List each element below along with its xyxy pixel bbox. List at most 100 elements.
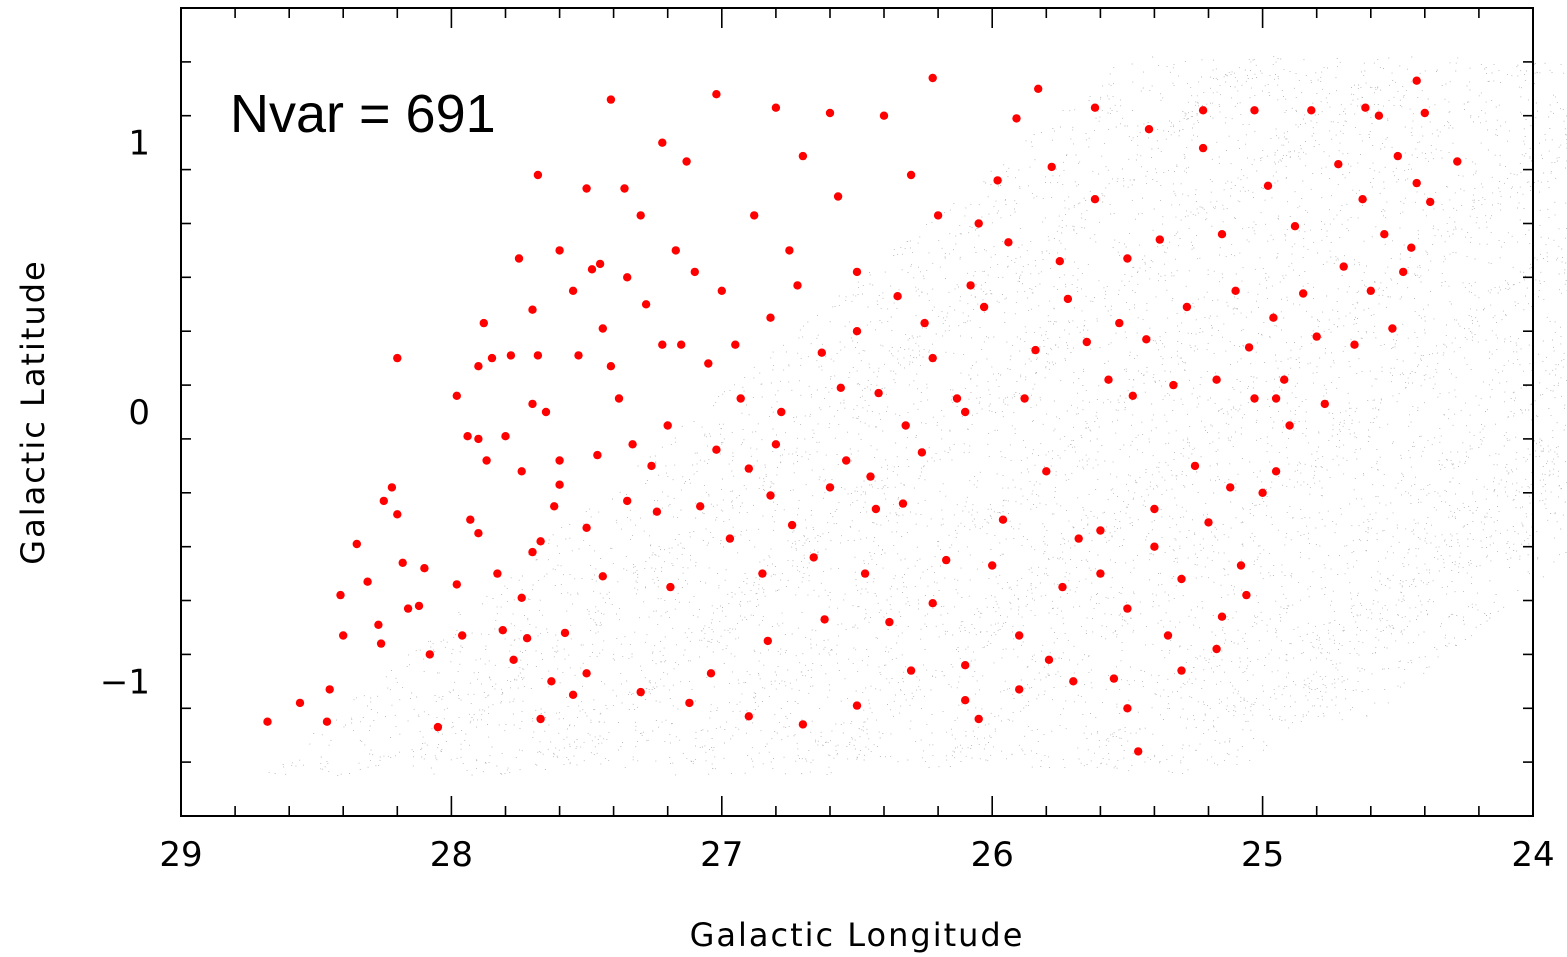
variable-point	[885, 617, 894, 627]
variable-point	[879, 111, 889, 120]
variable-point	[961, 661, 970, 670]
variable-point	[820, 615, 829, 624]
variable-point	[509, 655, 518, 664]
variable-point	[541, 407, 551, 417]
variable-point	[466, 515, 475, 524]
variable-point	[961, 407, 970, 417]
variable-point	[493, 569, 502, 578]
variable-point	[1055, 257, 1065, 266]
variable-point	[587, 265, 597, 274]
variable-point	[666, 582, 675, 592]
variable-point	[517, 593, 526, 602]
variable-point	[974, 219, 983, 228]
variable-point	[1082, 337, 1092, 347]
variable-point	[1339, 262, 1348, 271]
plot-frame	[180, 7, 1534, 817]
variable-point	[793, 281, 802, 290]
variable-point	[379, 496, 388, 506]
variable-point	[766, 491, 775, 500]
variable-point	[1426, 197, 1435, 207]
variable-point	[263, 717, 272, 726]
variable-point	[961, 696, 970, 705]
variable-point	[1307, 106, 1316, 115]
x-tick-labels: 29 28 27 26 25 24	[159, 835, 1554, 875]
variable-point	[1393, 151, 1403, 161]
variable-point	[1042, 467, 1051, 476]
variable-point	[809, 553, 818, 562]
variable-point	[514, 254, 524, 263]
x-tick-label: 28	[430, 835, 473, 875]
variable-point	[725, 534, 735, 543]
variable-point	[374, 620, 383, 629]
variable-point	[731, 340, 740, 349]
variable-point	[628, 440, 637, 449]
variable-point	[1104, 375, 1113, 384]
x-tick-label: 25	[1241, 835, 1284, 875]
variable-point	[387, 483, 397, 492]
variable-point	[1242, 590, 1251, 600]
variable-point	[833, 192, 843, 201]
variable-point	[1217, 230, 1227, 239]
variable-point	[528, 399, 537, 409]
variable-point	[1290, 222, 1300, 231]
variable-point	[1163, 631, 1173, 640]
variable-point	[1271, 394, 1281, 403]
variable-point	[528, 547, 537, 557]
variable-point	[1031, 345, 1040, 355]
variable-point	[376, 639, 386, 648]
variable-point	[487, 353, 497, 363]
variable-point	[1074, 534, 1083, 543]
variable-point	[1063, 294, 1073, 304]
variable-point	[979, 302, 989, 312]
variable-point	[771, 103, 781, 112]
variable-point	[1258, 488, 1267, 497]
variable-point	[1144, 125, 1154, 134]
variable-point	[555, 246, 564, 255]
variable-point	[1090, 195, 1100, 204]
variable-point	[1231, 286, 1240, 295]
variable-point	[1374, 111, 1384, 120]
variable-point	[898, 499, 908, 508]
variable-point	[852, 327, 862, 336]
background-field-dots	[268, 56, 1567, 776]
variable-point	[593, 450, 602, 460]
variable-point	[595, 259, 605, 269]
variable-point	[690, 267, 699, 277]
x-tick-label: 29	[159, 835, 202, 875]
variable-point	[685, 698, 694, 708]
variable-point	[777, 407, 786, 417]
variable-point	[1109, 674, 1119, 683]
variable-point	[1047, 162, 1056, 172]
variable-point	[614, 394, 624, 403]
x-tick-label: 27	[700, 835, 743, 875]
variable-point	[928, 73, 937, 83]
variable-point	[606, 362, 616, 371]
variable-point	[1320, 399, 1330, 409]
variable-point	[1420, 108, 1430, 118]
variable-point	[1217, 612, 1227, 621]
y-tick-label: 0	[128, 393, 150, 433]
variable-point	[636, 687, 645, 697]
variable-point	[339, 631, 348, 640]
variable-point	[787, 520, 797, 530]
variable-point	[1453, 157, 1462, 166]
variable-point	[836, 383, 845, 392]
variable-point	[893, 292, 902, 301]
variable-point	[993, 176, 1002, 185]
variable-point	[1358, 195, 1367, 204]
variable-point	[517, 467, 526, 476]
variable-point	[1015, 685, 1024, 694]
variable-point	[1090, 103, 1100, 112]
variable-point	[398, 558, 407, 567]
variable-point	[574, 351, 583, 360]
variable-point	[866, 472, 875, 481]
variable-point	[463, 432, 472, 441]
variable-point	[536, 537, 545, 546]
variable-point	[928, 599, 937, 608]
variable-point	[942, 555, 951, 565]
variable-point	[682, 157, 691, 166]
variable-point	[974, 714, 983, 724]
variable-point	[623, 273, 632, 282]
variable-point	[744, 464, 753, 473]
variable-point	[1128, 391, 1138, 400]
